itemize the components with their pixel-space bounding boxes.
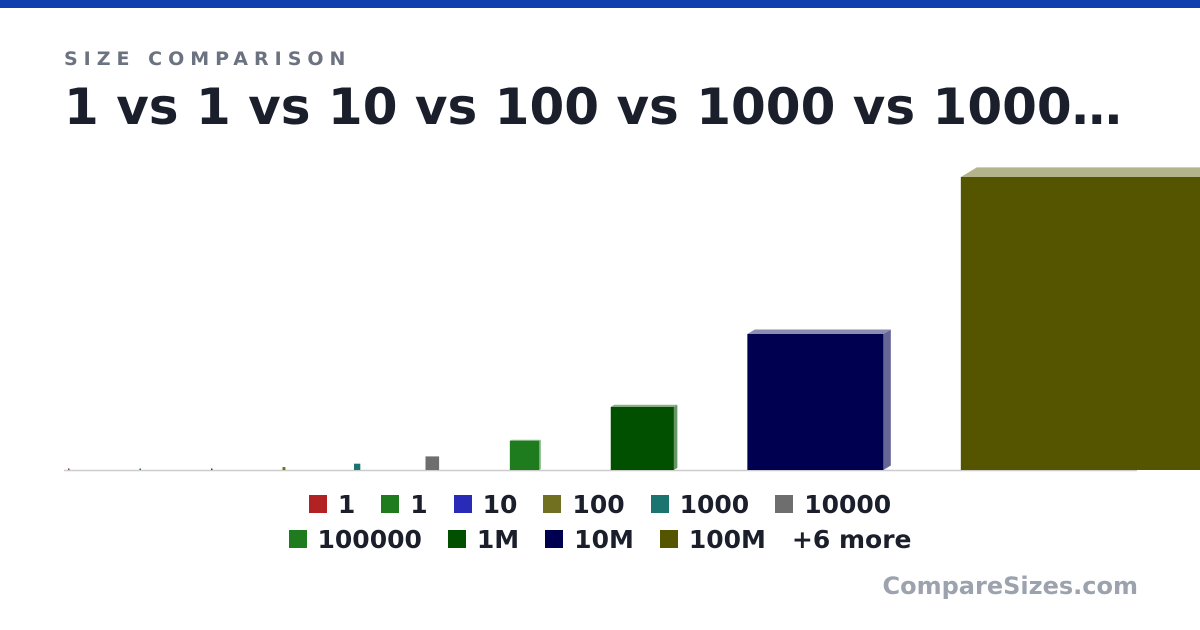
legend-label: 100M xyxy=(688,524,766,554)
chart-bar xyxy=(509,439,541,470)
chart-bar xyxy=(610,404,678,470)
legend-swatch xyxy=(545,530,564,548)
legend-item: 100M xyxy=(659,524,766,554)
legend-item: 10M xyxy=(545,525,634,554)
chart-bar xyxy=(747,329,891,470)
legend-item: 10000 xyxy=(775,490,891,519)
legend-row-2: 100000 1M 10M 100M +6 more xyxy=(0,521,1200,557)
chart-bar-top xyxy=(509,439,541,441)
bar-chart xyxy=(64,167,1200,472)
legend-label: 1 xyxy=(337,489,356,519)
eyebrow-label: SIZE COMPARISON xyxy=(64,48,352,70)
legend-label: 1 xyxy=(410,489,428,519)
chart-bar xyxy=(211,468,213,470)
legend-item: 100 xyxy=(543,489,625,519)
legend-item: 1 xyxy=(308,489,356,519)
legend-label: 1M xyxy=(476,524,520,554)
legend-more-label: +6 more xyxy=(791,524,912,554)
legend-label: 10M xyxy=(574,524,634,554)
chart-bar-side xyxy=(883,329,891,470)
legend-item: 100000 xyxy=(288,524,422,554)
legend-item: 1M xyxy=(447,524,520,554)
chart-bar-front xyxy=(747,334,884,470)
accent-bar xyxy=(0,0,1200,8)
legend-label: 10000 xyxy=(804,489,892,519)
chart-bar-front xyxy=(509,440,540,470)
legend-item: 1000 xyxy=(650,489,750,519)
chart-bar-top xyxy=(610,404,678,407)
chart-bar-front xyxy=(354,463,361,470)
chart-bar-front xyxy=(960,177,1200,470)
chart-bar xyxy=(960,167,1200,470)
chart-bar xyxy=(354,463,361,470)
chart-bar-front xyxy=(68,468,70,470)
legend-swatch xyxy=(543,495,562,513)
legend-swatch xyxy=(381,495,400,513)
legend-swatch xyxy=(308,495,327,513)
legend-label: 100 xyxy=(572,489,625,519)
chart-bar xyxy=(68,468,70,470)
legend-row-1: 1 1 10 100 1000 10000 xyxy=(0,486,1200,522)
brand-watermark: CompareSizes.com xyxy=(882,572,1138,600)
chart-bar-top xyxy=(960,167,1200,177)
chart-bar-side xyxy=(673,404,678,470)
chart-bar-side xyxy=(539,439,541,470)
chart-bar xyxy=(139,468,141,470)
chart-bar-top xyxy=(747,329,891,335)
legend-item: 10 xyxy=(453,489,518,519)
legend-label: 100000 xyxy=(317,524,422,554)
legend-swatch xyxy=(288,530,307,548)
legend-label: 10 xyxy=(482,489,518,519)
chart-bar-front xyxy=(425,456,440,470)
legend-swatch xyxy=(447,530,466,548)
legend-swatch xyxy=(775,495,794,513)
chart-bar-front xyxy=(282,467,286,470)
chart-bar xyxy=(425,456,440,470)
page-title: 1 vs 1 vs 10 vs 100 vs 1000 vs 1000… xyxy=(64,78,1122,136)
legend-swatch xyxy=(453,495,472,513)
legend-swatch xyxy=(650,495,669,513)
chart-bar-front xyxy=(610,406,674,470)
legend-label: 1000 xyxy=(679,489,750,519)
legend-swatch xyxy=(659,530,678,548)
chart-bar xyxy=(282,467,286,470)
chart-bar-front xyxy=(139,468,141,470)
chart-bar-front xyxy=(211,468,213,470)
legend-item: 1 xyxy=(381,489,428,519)
